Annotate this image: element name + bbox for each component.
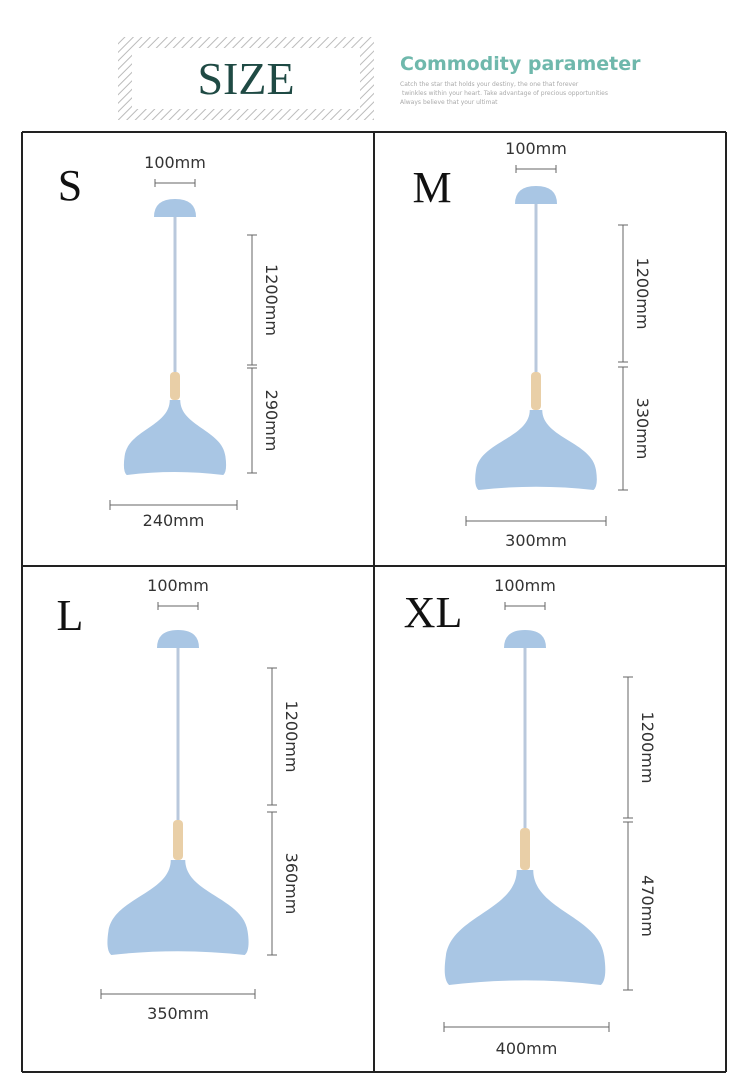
cord-length: 1200mm xyxy=(633,258,652,330)
cord-length: 1200mm xyxy=(638,712,657,784)
size-label: XL xyxy=(404,588,463,637)
canopy-width: 100mm xyxy=(505,139,567,158)
cord-length: 1200mm xyxy=(282,701,301,773)
shade xyxy=(107,860,249,955)
shade-width: 300mm xyxy=(505,531,567,550)
subtext: Always believe that your ultimat xyxy=(400,99,498,106)
shade xyxy=(123,400,227,475)
title: SIZE xyxy=(197,53,294,104)
cord-length: 1200mm xyxy=(262,264,281,336)
canopy xyxy=(157,630,199,648)
shade-height: 470mm xyxy=(638,875,657,937)
canopy-width: 100mm xyxy=(494,576,556,595)
shade-width: 400mm xyxy=(496,1039,558,1058)
grid xyxy=(21,131,727,1073)
shade-height: 290mm xyxy=(262,390,281,452)
size-label: M xyxy=(412,163,451,212)
canopy xyxy=(154,199,196,217)
canopy xyxy=(515,186,557,204)
title-box xyxy=(132,48,360,109)
canopy-width: 100mm xyxy=(144,153,206,172)
canopy-width: 100mm xyxy=(147,576,209,595)
shade-width: 350mm xyxy=(147,1004,209,1023)
shade xyxy=(475,410,597,490)
shade-height: 360mm xyxy=(282,853,301,915)
size-label: L xyxy=(57,591,84,640)
wood xyxy=(173,820,183,860)
wood xyxy=(170,372,180,400)
size-label: S xyxy=(58,161,82,210)
shade-height: 330mm xyxy=(633,398,652,460)
subtext: Catch the star that holds your destiny, … xyxy=(400,81,579,88)
heading: Commodity parameter xyxy=(400,53,641,75)
wood xyxy=(531,372,541,410)
subtext: twinkles within your heart. Take advanta… xyxy=(402,90,608,97)
shade xyxy=(444,870,606,985)
canopy xyxy=(504,630,546,648)
shade-width: 240mm xyxy=(143,511,205,530)
wood xyxy=(520,828,530,870)
